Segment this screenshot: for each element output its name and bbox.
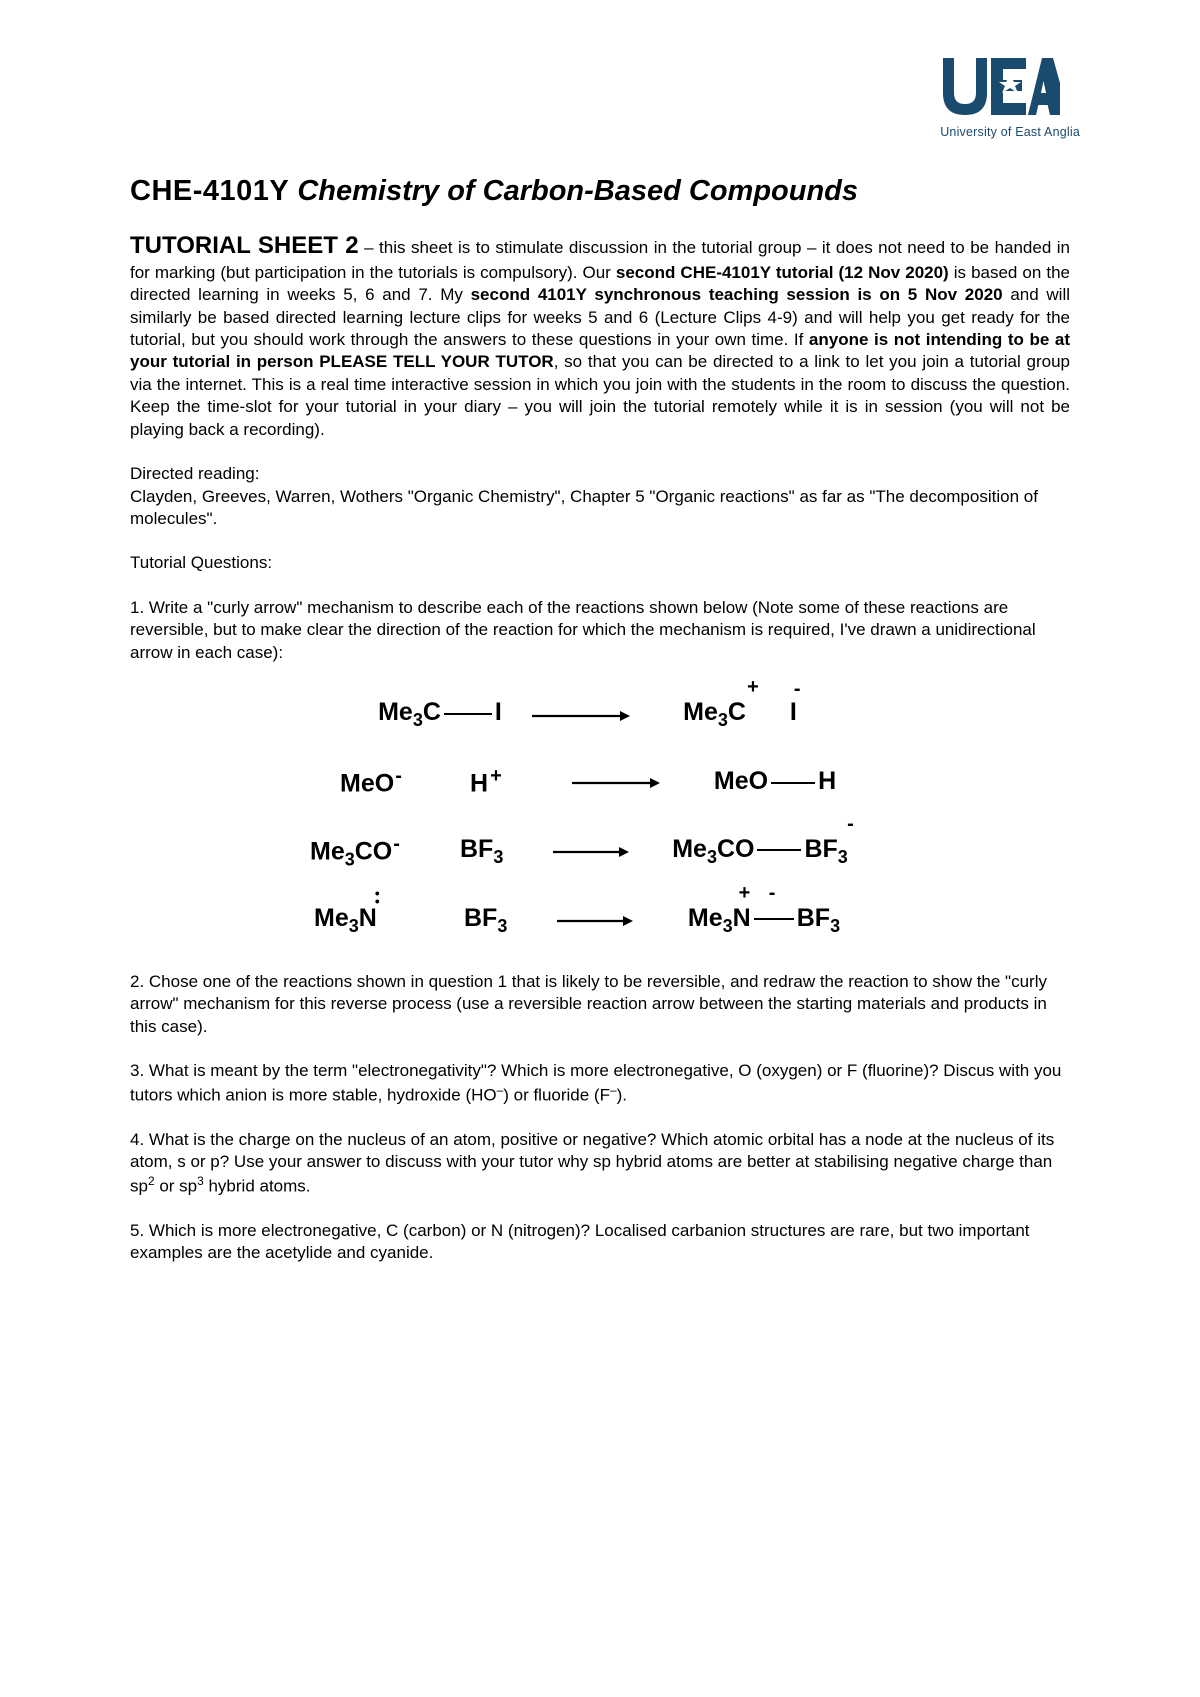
question-5: 5. Which is more electronegative, C (car…: [130, 1220, 1070, 1265]
course-code: CHE-4101Y: [130, 175, 289, 207]
logo-caption: University of East Anglia: [940, 125, 1080, 139]
r3-right: Me3COBF3-: [630, 835, 890, 868]
directed-reading: Directed reading: Clayden, Greeves, Warr…: [130, 463, 1070, 530]
document-page: University of East Anglia CHE-4101Y Chem…: [0, 0, 1200, 1697]
reaction-4: Me3N•• BF3 Me3N+BF3-: [240, 904, 960, 937]
reaction-schemes: Me3CI Me3C+ I- MeO- H+ MeOH: [240, 698, 960, 937]
course-title: CHE-4101Y Chemistry of Carbon-Based Comp…: [130, 175, 1070, 208]
sup-two: 2: [148, 1174, 155, 1188]
university-logo: University of East Anglia: [940, 55, 1080, 139]
reading-label: Directed reading:: [130, 463, 1070, 485]
r2-arrow: [560, 767, 670, 796]
tutorial-questions-label: Tutorial Questions:: [130, 552, 1070, 574]
r4-left-b: BF3: [464, 904, 554, 937]
reaction-2: MeO- H+ MeOH: [240, 765, 960, 798]
sup-minus: –: [610, 1083, 617, 1097]
r4-right: Me3N+BF3-: [634, 904, 894, 937]
r1-left: Me3CI: [355, 698, 525, 731]
q4-c: hybrid atoms.: [204, 1176, 311, 1195]
r2-right: MeOH: [670, 767, 880, 796]
question-4: 4. What is the charge on the nucleus of …: [130, 1129, 1070, 1198]
sup-three: 3: [197, 1174, 204, 1188]
sheet-heading: TUTORIAL SHEET 2: [130, 232, 359, 259]
q4-b: or sp: [155, 1176, 198, 1195]
uea-logo-icon: [940, 55, 1060, 123]
r3-left-b: BF3: [460, 835, 550, 868]
question-1: 1. Write a "curly arrow" mechanism to de…: [130, 597, 1070, 664]
question-2: 2. Chose one of the reactions shown in q…: [130, 971, 1070, 1038]
reading-text: Clayden, Greeves, Warren, Wothers "Organ…: [130, 486, 1070, 531]
reaction-3: Me3CO- BF3 Me3COBF3-: [240, 833, 960, 870]
q3-b: ) or fluoride (F: [503, 1085, 610, 1104]
q3-c: ).: [617, 1085, 627, 1104]
r4-left-a: Me3N••: [306, 904, 464, 937]
r3-arrow: [550, 837, 630, 866]
reaction-1: Me3CI Me3C+ I-: [240, 698, 960, 731]
question-3: 3. What is meant by the term "electroneg…: [130, 1060, 1070, 1107]
r2-left-a: MeO-: [320, 765, 470, 798]
arrow-icon: [551, 843, 629, 861]
intro-bold1: second CHE-4101Y tutorial (12 Nov 2020): [616, 263, 949, 282]
r3-left-a: Me3CO-: [310, 833, 460, 870]
arrow-icon: [555, 912, 633, 930]
r4-arrow: [554, 906, 634, 935]
intro-bold2: second 4101Y synchronous teaching sessio…: [471, 285, 1003, 304]
course-name: Chemistry of Carbon-Based Compounds: [297, 175, 858, 207]
r1-arrow: [525, 700, 635, 729]
r2-left-b: H+: [470, 765, 560, 798]
arrow-icon: [530, 707, 630, 725]
r1-right: Me3C+ I-: [635, 698, 845, 731]
arrow-icon: [570, 774, 660, 792]
intro-paragraph: TUTORIAL SHEET 2 – this sheet is to stim…: [130, 230, 1070, 441]
